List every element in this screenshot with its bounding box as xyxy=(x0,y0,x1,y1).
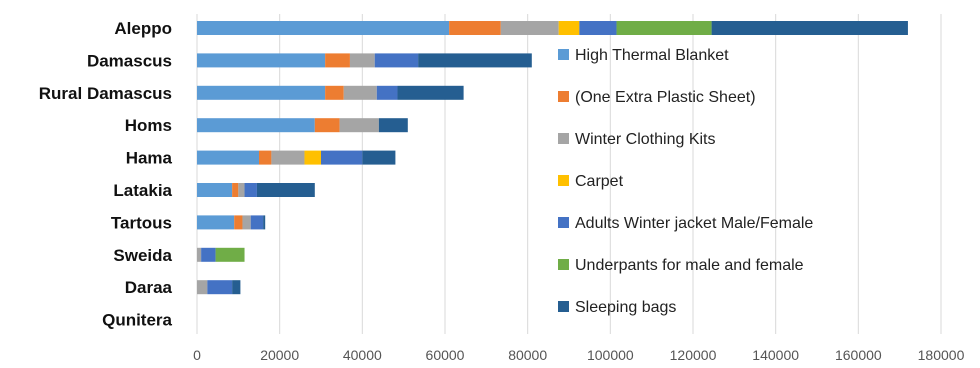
bar-segment xyxy=(343,85,377,100)
legend-swatch xyxy=(558,49,569,60)
bar-segment xyxy=(271,150,305,165)
legend-swatch xyxy=(558,301,569,312)
legend-swatch xyxy=(558,175,569,186)
bar-segment xyxy=(500,21,559,35)
legend-swatch xyxy=(558,133,569,144)
legend-label: Sleeping bags xyxy=(575,299,676,316)
x-tick-label: 140000 xyxy=(752,347,799,363)
category-labels: Aleppo Damascus Rural Damascus Homs Hama Lata… xyxy=(39,19,173,330)
legend-label: Adults Winter jacket Male/Female xyxy=(575,215,813,232)
x-tick-label: 0 xyxy=(193,347,201,363)
category-label: Qunitera xyxy=(102,311,172,330)
bar-segment xyxy=(197,280,208,295)
bar-segment xyxy=(449,21,501,35)
legend-label: Carpet xyxy=(575,173,624,190)
legend-swatch xyxy=(558,259,569,270)
x-tick-label: 40000 xyxy=(343,347,382,363)
category-label: Sweida xyxy=(113,246,172,265)
bar-segment xyxy=(197,247,202,262)
bar-segment xyxy=(232,183,239,197)
bar-segment xyxy=(339,118,379,133)
bar-segment xyxy=(304,150,321,165)
bar-segment xyxy=(349,53,375,68)
bar-segment xyxy=(244,183,257,197)
bar-segment xyxy=(256,183,315,197)
category-label: Damascus xyxy=(87,51,172,70)
bar-segment xyxy=(197,118,315,133)
x-tick-label: 100000 xyxy=(587,347,634,363)
bar-segment xyxy=(232,280,241,295)
x-tick-label: 160000 xyxy=(835,347,882,363)
bar-segment xyxy=(321,150,363,165)
bar-segment xyxy=(197,215,235,230)
bar-segment xyxy=(215,247,245,262)
bar-segment xyxy=(238,183,245,197)
bar-segment xyxy=(197,183,233,197)
bar-segment xyxy=(197,53,326,68)
bar-segment xyxy=(197,150,259,165)
bar-segment xyxy=(374,53,419,68)
bar-segment xyxy=(397,85,464,100)
x-tick-label: 60000 xyxy=(426,347,465,363)
bar-segment xyxy=(197,85,326,100)
category-label: Homs xyxy=(125,116,172,135)
bar-segment xyxy=(325,85,344,100)
category-label: Daraa xyxy=(125,278,173,297)
bar-segment xyxy=(579,21,617,35)
bar-segment xyxy=(250,215,264,230)
bar-segment xyxy=(259,150,272,165)
bar-segment xyxy=(418,53,532,68)
bar-segment xyxy=(378,118,408,133)
bar-segment xyxy=(362,150,396,165)
bar-segment xyxy=(234,215,243,230)
bars-layer xyxy=(197,21,908,295)
x-tick-label: 20000 xyxy=(260,347,299,363)
x-tick-label: 180000 xyxy=(918,347,965,363)
bar-segment xyxy=(325,53,350,68)
legend-label: Winter Clothing Kits xyxy=(575,131,716,148)
legend-label: (One Extra Plastic Sheet) xyxy=(575,89,756,106)
bar-segment xyxy=(558,21,580,35)
category-label: Latakia xyxy=(113,181,172,200)
bar-segment xyxy=(207,280,233,295)
category-label: Hama xyxy=(126,149,173,168)
bar-segment xyxy=(242,215,251,230)
category-label: Rural Damascus xyxy=(39,84,172,103)
legend-swatch xyxy=(558,91,569,102)
x-axis-tick-labels: 0 20000 40000 60000 80000 100000 120000 140000 1… xyxy=(193,347,964,363)
bar-segment xyxy=(314,118,340,133)
category-label: Tartous xyxy=(111,213,172,232)
legend-label: High Thermal Blanket xyxy=(575,47,729,64)
category-label: Aleppo xyxy=(114,19,172,38)
bar-segment xyxy=(263,215,266,230)
bar-segment xyxy=(616,21,712,35)
legend-label: Underpants for male and female xyxy=(575,257,804,274)
bar-segment xyxy=(201,247,216,262)
bar-segment xyxy=(711,21,908,35)
x-tick-label: 80000 xyxy=(508,347,547,363)
bar-segment xyxy=(376,85,398,100)
legend: High Thermal Blanket (One Extra Plastic S… xyxy=(558,47,813,316)
x-tick-label: 120000 xyxy=(670,347,717,363)
legend-swatch xyxy=(558,217,569,228)
bar-segment xyxy=(197,21,450,35)
